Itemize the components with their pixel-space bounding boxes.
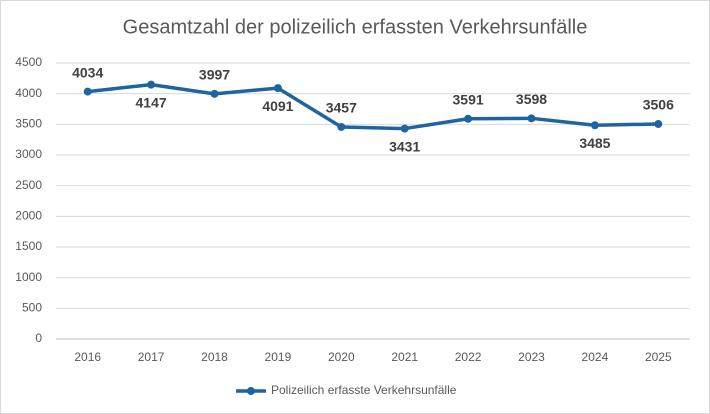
y-tick-label: 2500 bbox=[15, 178, 42, 192]
line bbox=[87, 82, 659, 131]
y-tick-label: 1000 bbox=[15, 270, 42, 284]
data-label: 3997 bbox=[199, 67, 230, 83]
x-tick-label: 2023 bbox=[518, 350, 545, 364]
y-tick-label: 4500 bbox=[15, 55, 42, 69]
data-label: 4147 bbox=[136, 94, 167, 110]
x-tick-label: 2018 bbox=[201, 350, 228, 364]
data-label: 3485 bbox=[579, 135, 610, 151]
data-label: 4091 bbox=[262, 98, 293, 114]
marker bbox=[210, 89, 219, 98]
x-tick-label: 2019 bbox=[265, 350, 292, 364]
data-label: 4034 bbox=[72, 64, 103, 80]
y-tick-label: 3000 bbox=[15, 147, 42, 161]
x-tick-label: 2021 bbox=[391, 350, 418, 364]
marker bbox=[590, 121, 599, 130]
y-tick-label: 0 bbox=[35, 331, 42, 345]
x-tick-label: 2016 bbox=[74, 350, 101, 364]
marker bbox=[527, 114, 536, 123]
marker bbox=[147, 80, 156, 89]
marker bbox=[464, 114, 473, 123]
marker bbox=[654, 119, 663, 128]
x-tick-label: 2022 bbox=[455, 350, 482, 364]
marker bbox=[337, 122, 346, 131]
legend-marker bbox=[247, 387, 255, 395]
y-tick-label: 4000 bbox=[15, 86, 42, 100]
y-tick-label: 2000 bbox=[15, 209, 42, 223]
chart-title: Gesamtzahl der polizeilich erfassten Ver… bbox=[123, 16, 588, 38]
x-tick-label: 2024 bbox=[582, 350, 609, 364]
data-label: 3431 bbox=[389, 138, 420, 154]
data-label: 3591 bbox=[453, 91, 484, 107]
marker bbox=[400, 124, 409, 133]
marker bbox=[83, 87, 92, 96]
x-tick-label: 2020 bbox=[328, 350, 355, 364]
data-label: 3598 bbox=[516, 91, 547, 107]
y-tick-label: 500 bbox=[22, 301, 42, 315]
y-tick-label: 1500 bbox=[15, 239, 42, 253]
legend-label: Polizeilich erfasste Verkehrsunfälle bbox=[271, 383, 457, 397]
x-tick-label: 2025 bbox=[645, 350, 672, 364]
data-label: 3506 bbox=[643, 97, 674, 113]
y-tick-label: 3500 bbox=[15, 117, 42, 131]
marker bbox=[273, 84, 282, 93]
data-label: 3457 bbox=[326, 100, 357, 116]
x-tick-label: 2017 bbox=[138, 350, 165, 364]
